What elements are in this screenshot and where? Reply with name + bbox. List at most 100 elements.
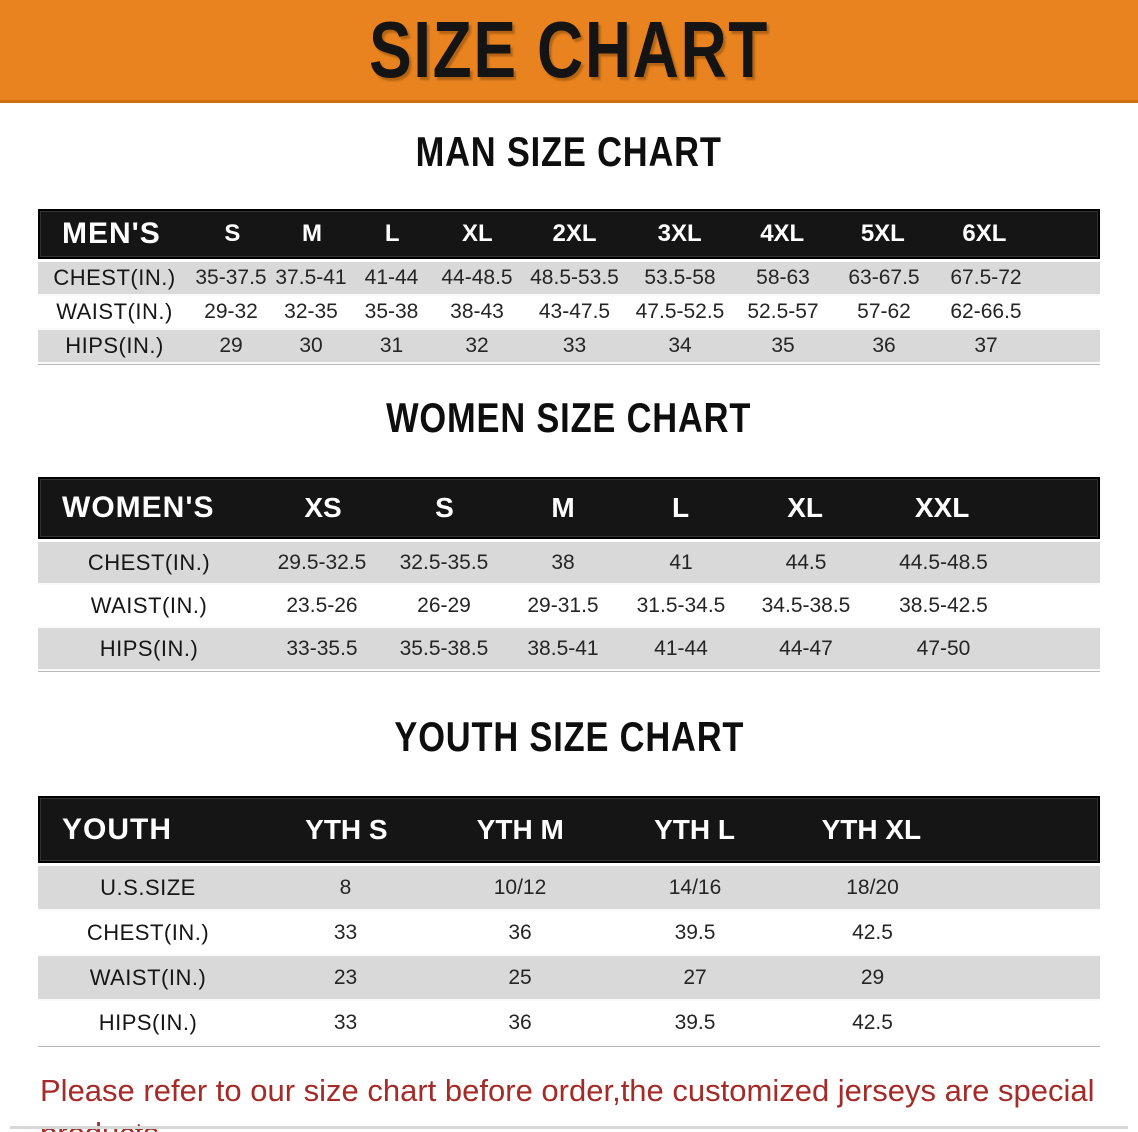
size-value-cell: 29-31.5 bbox=[527, 593, 599, 617]
size-column-header: M bbox=[302, 220, 323, 247]
size-column-header: YTH XL bbox=[821, 813, 922, 845]
size-value-cell: 44.5 bbox=[785, 550, 827, 574]
size-column-header: YTH M bbox=[476, 813, 564, 845]
size-value-cell: 31.5-34.5 bbox=[636, 593, 726, 617]
size-value-cell: 27 bbox=[683, 965, 707, 989]
size-column-header: L bbox=[384, 220, 400, 247]
size-column-header: XS bbox=[304, 492, 342, 523]
women-chart-title: WOMEN SIZE CHART bbox=[0, 395, 1138, 451]
size-value-cell: 67.5-72 bbox=[950, 266, 1022, 289]
size-value-cell: 35-37.5 bbox=[195, 266, 267, 289]
group-label: WOMEN'S bbox=[62, 491, 215, 524]
size-value-cell: 36 bbox=[872, 334, 896, 357]
size-value-cell: 38.5-42.5 bbox=[899, 593, 988, 617]
row-label: CHEST(IN.) bbox=[87, 549, 211, 575]
men-size-section: MAN SIZE CHART MEN'S S M L XL 2XL 3XL 4XL 5XL 6XL… bbox=[0, 129, 1138, 365]
size-column-header: 5XL bbox=[860, 220, 905, 247]
size-column-header: 4XL bbox=[760, 220, 805, 247]
size-value-cell: 52.5-57 bbox=[747, 300, 819, 323]
size-value-cell: 41-44 bbox=[654, 636, 708, 660]
size-column-header: XL bbox=[462, 220, 493, 247]
size-value-cell: 29.5-32.5 bbox=[277, 550, 367, 574]
size-value-cell: 63-67.5 bbox=[848, 266, 920, 289]
size-value-cell: 58-63 bbox=[756, 266, 810, 289]
size-value-cell: 32 bbox=[465, 334, 489, 357]
size-value-cell: 31 bbox=[379, 334, 404, 357]
row-label: WAIST(IN.) bbox=[90, 592, 208, 618]
size-value-cell: 44-48.5 bbox=[441, 266, 513, 289]
size-value-cell: 26-29 bbox=[417, 593, 471, 617]
size-value-cell: 47.5-52.5 bbox=[635, 300, 725, 323]
size-value-cell: 38 bbox=[551, 550, 575, 574]
size-column-header: 3XL bbox=[657, 220, 702, 247]
women-size-table: WOMEN'S XS S M L XL XXL CHEST(IN.) 29.5-32.5 32.5… bbox=[38, 477, 1100, 672]
table-row: CHEST(IN.) 35-37.5 37.5-41 41-44 44-48.5 48.5… bbox=[38, 262, 1100, 296]
table-row: WAIST(IN.) 23 25 27 29 bbox=[38, 956, 1100, 1001]
row-label: CHEST(IN.) bbox=[86, 919, 210, 945]
disclaimer-line-1: Please refer to our size chart before or… bbox=[40, 1073, 1095, 1132]
size-value-cell: 37 bbox=[974, 334, 998, 357]
size-value-cell: 30 bbox=[299, 334, 323, 357]
size-column-header: S bbox=[224, 220, 241, 247]
table-row: WAIST(IN.) 29-32 32-35 35-38 38-43 43-47.5 47.… bbox=[38, 296, 1100, 330]
size-value-cell: 48.5-53.5 bbox=[530, 266, 619, 289]
size-value-cell: 32-35 bbox=[284, 300, 338, 323]
table-row: CHEST(IN.) 29.5-32.5 32.5-35.5 38 41 44.5 44.5… bbox=[38, 542, 1100, 585]
table-header-row: WOMEN'S XS S M L XL XXL bbox=[38, 477, 1100, 539]
size-value-cell: 29-32 bbox=[204, 300, 258, 323]
size-value-cell: 41-44 bbox=[364, 266, 419, 289]
size-column-header: 2XL bbox=[552, 220, 597, 247]
size-column-header: YTH S bbox=[305, 813, 388, 845]
size-value-cell: 36 bbox=[508, 1010, 532, 1034]
size-value-cell: 14/16 bbox=[668, 875, 722, 899]
table-row: CHEST(IN.) 33 36 39.5 42.5 bbox=[38, 911, 1100, 956]
group-label: YOUTH bbox=[62, 812, 172, 846]
size-value-cell: 38-43 bbox=[450, 300, 504, 323]
size-value-cell: 33 bbox=[333, 920, 358, 944]
row-label: HIPS(IN.) bbox=[98, 1009, 198, 1035]
row-label: WAIST(IN.) bbox=[89, 964, 207, 990]
men-size-table: MEN'S S M L XL 2XL 3XL 4XL 5XL 6XL CHEST(IN.) 35-37… bbox=[38, 209, 1100, 365]
size-value-cell: 35.5-38.5 bbox=[399, 636, 489, 660]
youth-chart-title-text: YOUTH SIZE CHART bbox=[394, 713, 744, 760]
size-value-cell: 35-38 bbox=[364, 300, 419, 323]
size-column-header: M bbox=[551, 492, 575, 523]
women-chart-title-text: WOMEN SIZE CHART bbox=[386, 394, 752, 441]
youth-size-table: YOUTH YTH S YTH M YTH L YTH XL U.S.SIZE 8 10/12… bbox=[38, 796, 1100, 1047]
size-value-cell: 37.5-41 bbox=[275, 266, 347, 289]
size-value-cell: 39.5 bbox=[674, 1010, 716, 1034]
youth-chart-title: YOUTH SIZE CHART bbox=[0, 714, 1138, 770]
size-value-cell: 29 bbox=[860, 965, 885, 989]
table-row: WAIST(IN.) 23.5-26 26-29 29-31.5 31.5-34.5 34… bbox=[38, 585, 1100, 628]
table-row: HIPS(IN.) 33-35.5 35.5-38.5 38.5-41 41-44 44-… bbox=[38, 628, 1100, 671]
size-value-cell: 8 bbox=[339, 875, 352, 899]
row-label: CHEST(IN.) bbox=[53, 265, 176, 290]
size-value-cell: 32.5-35.5 bbox=[399, 550, 489, 574]
disclaimer-text: Please refer to our size chart before or… bbox=[40, 1069, 1138, 1132]
size-value-cell: 18/20 bbox=[846, 875, 899, 899]
bottom-divider bbox=[10, 1126, 1128, 1129]
size-value-cell: 38.5-41 bbox=[527, 636, 599, 660]
size-value-cell: 23.5-26 bbox=[286, 593, 358, 617]
size-value-cell: 29 bbox=[219, 334, 243, 357]
size-value-cell: 36 bbox=[508, 920, 532, 944]
size-value-cell: 34 bbox=[668, 334, 692, 357]
size-value-cell: 44.5-48.5 bbox=[899, 550, 988, 574]
size-value-cell: 57-62 bbox=[857, 300, 911, 323]
size-value-cell: 34.5-38.5 bbox=[761, 593, 851, 617]
men-chart-title-text: MAN SIZE CHART bbox=[415, 128, 723, 175]
size-value-cell: 43-47.5 bbox=[538, 300, 611, 323]
size-value-cell: 10/12 bbox=[493, 875, 547, 899]
table-row: HIPS(IN.) 29 30 31 32 33 34 35 36 37 bbox=[38, 330, 1100, 364]
table-header-row: YOUTH YTH S YTH M YTH L YTH XL bbox=[38, 796, 1100, 863]
group-label: MEN'S bbox=[62, 217, 161, 250]
women-size-section: WOMEN SIZE CHART WOMEN'S XS S M L XL XXL CHEST(… bbox=[0, 395, 1138, 672]
table-row: HIPS(IN.) 33 36 39.5 42.5 bbox=[38, 1001, 1100, 1046]
size-value-cell: 33-35.5 bbox=[286, 636, 358, 660]
size-value-cell: 41 bbox=[669, 550, 693, 574]
row-label: WAIST(IN.) bbox=[56, 299, 173, 324]
size-value-cell: 33 bbox=[562, 334, 587, 357]
size-column-header: L bbox=[672, 492, 690, 523]
size-value-cell: 39.5 bbox=[674, 920, 716, 944]
size-column-header: S bbox=[435, 492, 454, 523]
